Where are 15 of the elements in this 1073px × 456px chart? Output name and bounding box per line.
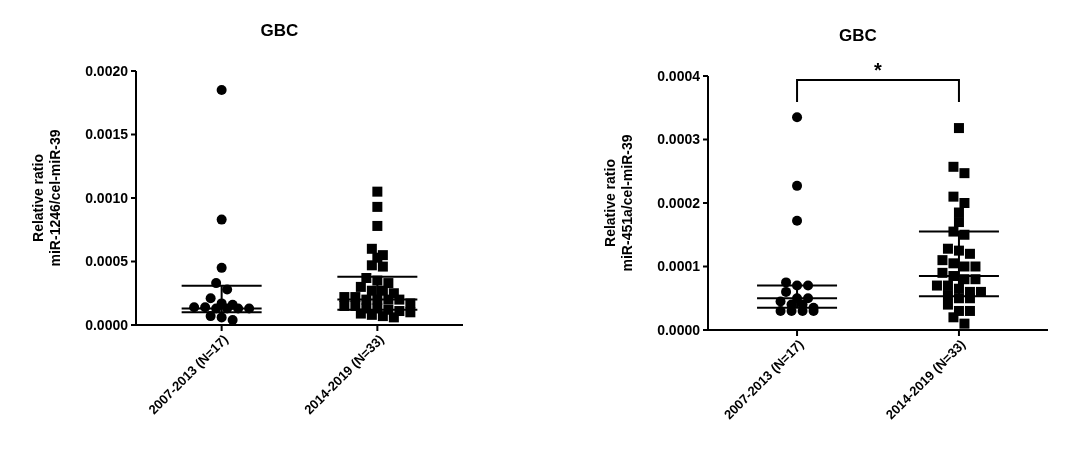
annotation: * [874,59,883,81]
y-tick-label: 0.0004 [657,67,701,84]
y-tick-label: 0.0001 [657,258,701,275]
y-tick-label: 0.0005 [85,253,129,270]
y-tick-label: 0.0010 [85,189,129,206]
y-axis-title: Relative ratio miR-451a/cel-miR-39 [602,134,635,272]
y-tick-label: 0.0000 [657,321,701,338]
y-tick-label: 0.0002 [657,194,701,211]
y-axis-title: Relative ratio miR-1246/cel-miR-39 [30,129,63,267]
y-tick-label: 0.0000 [85,316,129,333]
y-tick-label: 0.0015 [85,126,129,143]
chart-title: GBC [839,26,877,45]
chart-title: GBC [260,21,299,40]
y-tick-label: 0.0003 [657,131,701,148]
y-tick-label: 0.0020 [85,62,129,79]
